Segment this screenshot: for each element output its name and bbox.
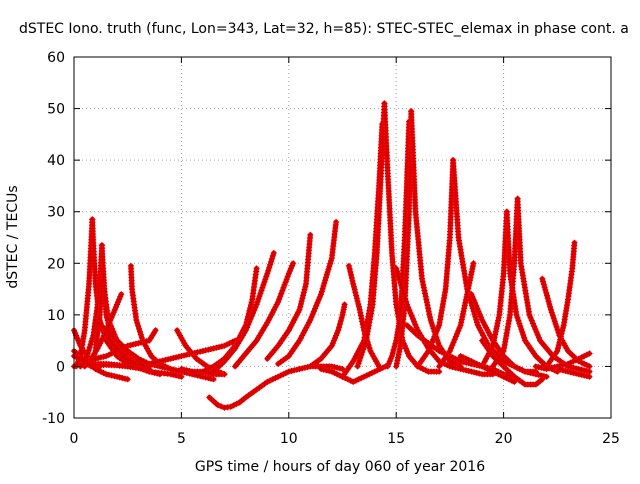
x-tick-label: 15	[387, 431, 405, 447]
data-series-48	[457, 353, 518, 385]
y-tick-label: 50	[47, 102, 65, 118]
x-tick-label: 20	[495, 431, 513, 447]
series-markers	[468, 291, 539, 375]
data-series-19	[146, 337, 239, 367]
x-tick-label: 25	[602, 431, 620, 447]
x-tick-label: 0	[70, 431, 79, 447]
y-tick-label: 60	[47, 50, 65, 66]
data-series-41	[436, 260, 477, 370]
series-markers	[354, 100, 388, 370]
series-markers	[307, 301, 348, 370]
plot-frame	[73, 56, 612, 419]
data-series-47	[479, 337, 546, 388]
series-markers	[210, 250, 277, 375]
x-tick-label: 5	[177, 431, 186, 447]
data-series-37	[393, 265, 496, 378]
series-markers	[532, 350, 593, 372]
y-tick-label: 30	[47, 205, 65, 221]
data-series-26	[264, 231, 314, 362]
y-tick-label: 40	[47, 153, 65, 169]
data-series-46	[514, 195, 593, 375]
data-series-52	[532, 350, 593, 372]
y-tick-label: -10	[42, 411, 65, 427]
data-series-15	[81, 360, 142, 371]
data-series-27	[275, 219, 340, 367]
series-markers	[146, 337, 239, 367]
y-tick-label: 0	[56, 359, 65, 375]
data-series-25	[232, 260, 297, 370]
series-markers	[479, 337, 546, 388]
series-band	[450, 157, 550, 380]
y-axis-label: dSTEC / TECUs	[5, 185, 21, 288]
y-tick-label: 20	[47, 256, 65, 272]
data-series-21	[206, 394, 243, 411]
data-layer	[71, 100, 593, 411]
data-series-24	[210, 250, 277, 375]
series-markers	[514, 195, 593, 375]
data-series-42	[468, 291, 539, 375]
series-markers	[81, 360, 142, 371]
series-markers	[457, 353, 518, 385]
data-series-28	[307, 301, 348, 370]
data-series-36	[408, 108, 464, 370]
series-markers	[264, 231, 314, 362]
chart-title: dSTEC Iono. truth (func, Lon=343, Lat=32…	[19, 21, 629, 37]
data-series-32	[354, 100, 388, 370]
x-axis-label: GPS time / hours of day 060 of year 2016	[195, 459, 485, 475]
series-markers	[232, 260, 297, 370]
series-markers	[206, 394, 243, 411]
series-markers	[408, 108, 464, 370]
tick-layer: 0 5 10 15 20 25 -10 0 10 20 30 40 50 60	[42, 50, 620, 447]
series-markers	[436, 260, 477, 370]
y-tick-label: 10	[47, 308, 65, 324]
series-markers	[275, 219, 340, 367]
x-tick-label: 10	[280, 431, 298, 447]
